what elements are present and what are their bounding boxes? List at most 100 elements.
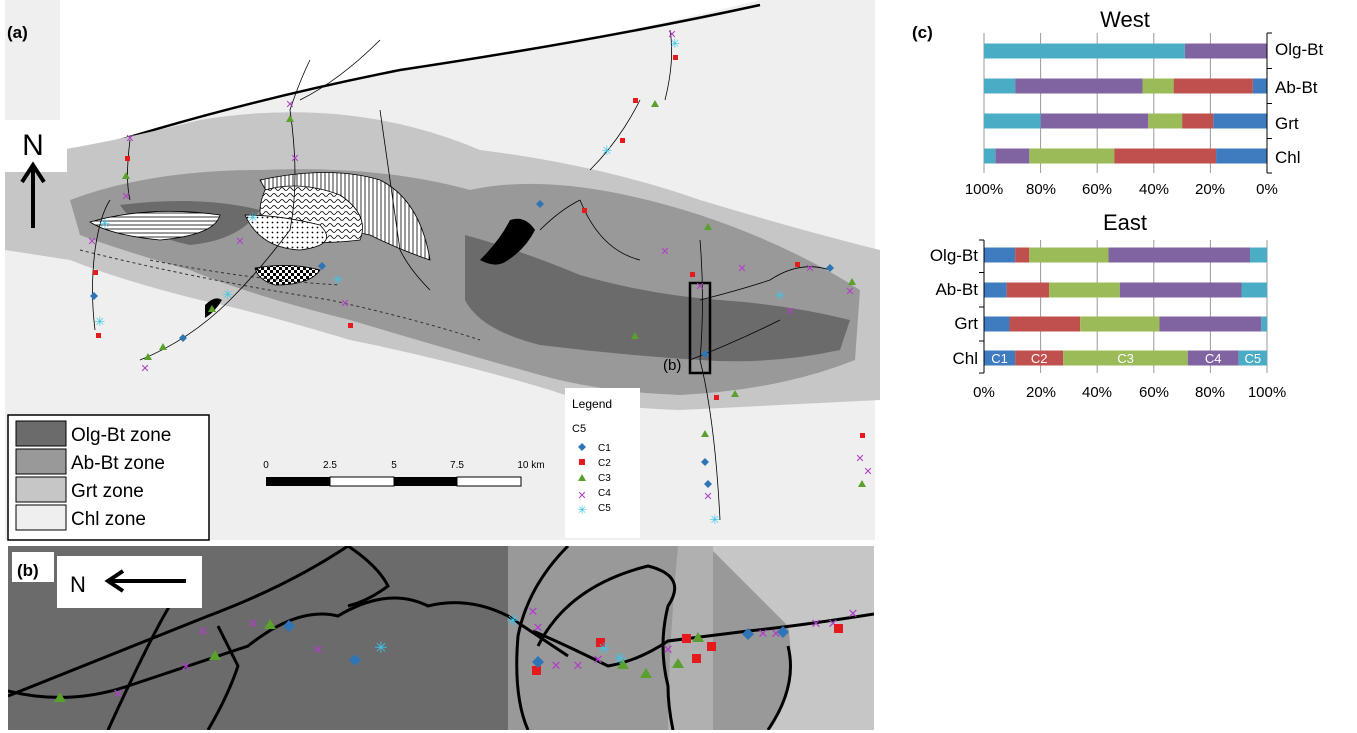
bar-c2-grt (1009, 316, 1081, 332)
inbar-label: C2 (1031, 351, 1048, 366)
bar-c3-chl (1063, 350, 1188, 366)
west-xtick-label: 0% (1256, 181, 1278, 198)
east-xtick-label: 80% (1195, 384, 1225, 401)
bar-c1-chl (984, 350, 1016, 366)
cross-icon: ✕ (577, 490, 586, 502)
chl-swatch (15, 504, 67, 531)
zone-legend: Olg-Bt zone Ab-Bt zone Grt zone Chl zone (7, 414, 210, 541)
square-icon (579, 459, 585, 465)
svg-text:✕: ✕ (140, 363, 149, 375)
east-bars (984, 247, 1267, 366)
svg-text:✕: ✕ (845, 286, 854, 298)
inbar-label: C1 (991, 351, 1008, 366)
bar-c1-ab-bt (984, 282, 1007, 298)
fault-line-2 (149, 259, 341, 286)
bar-c4-olg-bt (1108, 247, 1251, 263)
west-category-label: Ab-Bt (1275, 78, 1318, 97)
bar-c3-olg-bt (1029, 247, 1109, 263)
bar-c2-ab-bt (1173, 78, 1253, 94)
svg-text:✳: ✳ (223, 287, 234, 302)
svg-text:✕: ✕ (248, 616, 259, 631)
east-inbar-labels: C1 C2 C3 C4 C5 (991, 351, 1261, 366)
olg-bt-zone-area (465, 235, 850, 362)
bar-c2-grt (1182, 113, 1214, 129)
inbar-label: C3 (1117, 351, 1134, 366)
svg-text:✕: ✕ (198, 624, 209, 639)
inset-b-box (688, 281, 712, 375)
cluster-legend-label: C1 (598, 443, 611, 454)
cluster-legend: Legend C5 ✕ ✳ C1 C2 C3 C4 C5 (565, 388, 640, 538)
zone-legend-label: Olg-Bt zone (71, 425, 171, 446)
map-panel-a: (b) ✕✕✕ ✕✕✕ ✕✕✕ ✕✕✕ ✕✕✕ ✕✕✕ (5, 0, 880, 541)
svg-text:✕: ✕ (863, 466, 872, 478)
inbar-label: C5 (1245, 351, 1262, 366)
svg-text:✳: ✳ (613, 651, 626, 668)
east-xtick-label: 100% (1248, 384, 1286, 401)
bar-c3-ab-bt (1049, 282, 1120, 298)
lake-east (480, 218, 535, 265)
bar-c3-grt (1148, 113, 1183, 129)
svg-text:✕: ✕ (551, 658, 562, 673)
sample-points: ✕✕✕ ✕✕✕ ✕✕✕ ✕✕✕ ✕✕✕ ✕✕✕ ✳✳ (87, 29, 872, 527)
cluster-legend-label: C4 (598, 488, 611, 499)
bar-c5-grt (984, 113, 1041, 129)
svg-text:✳: ✳ (602, 143, 613, 158)
north-label: N (22, 129, 44, 162)
asterisk-icon: ✳ (577, 503, 587, 517)
svg-text:✕: ✕ (290, 153, 299, 165)
cluster-legend-label: C2 (598, 458, 611, 469)
scale-tick: 2.5 (323, 460, 337, 471)
east-category-label: Grt (954, 314, 978, 333)
panel-c-charts: (c) West Olg-Bt Ab-Bt Grt Chl 100% 80% 6… (912, 7, 1323, 401)
bar-c2-olg-bt (1015, 247, 1030, 263)
bar-c2-chl (1114, 148, 1217, 164)
cluster-legend-label: C5 (598, 503, 611, 514)
svg-text:✕: ✕ (703, 491, 712, 503)
west-category-label: Chl (1275, 148, 1301, 167)
svg-text:✕: ✕ (87, 236, 96, 248)
svg-text:✕: ✕ (811, 616, 822, 631)
formation-hatch-h (89, 210, 221, 241)
east-category-label: Chl (952, 349, 978, 368)
panel-a-label: (a) (7, 23, 28, 42)
svg-text:✳: ✳ (100, 216, 111, 231)
west-xtick-label: 60% (1082, 181, 1112, 198)
svg-text:✕: ✕ (758, 626, 769, 641)
map-panel-b: ✕✕✕ ✕✕✕ ✕✕ ✕ ✕✕✕ ✕✕ ✕ ✕ ✳✳✳ ✳ (b) N (8, 546, 874, 730)
bar-c1-olg-bt (984, 247, 1016, 263)
fault-line (79, 249, 481, 341)
bar-c4-chl (995, 148, 1030, 164)
svg-text:✳: ✳ (670, 36, 681, 51)
svg-text:✳: ✳ (597, 641, 610, 658)
west-category-label: Olg-Bt (1275, 40, 1323, 59)
east-xtick-label: 20% (1026, 384, 1056, 401)
svg-text:✕: ✕ (125, 133, 134, 145)
svg-text:✕: ✕ (667, 29, 676, 41)
bar-c4-ab-bt (1015, 78, 1143, 94)
bar-c5-chl (984, 148, 996, 164)
bar-c4-ab-bt (1119, 282, 1242, 298)
west-chart-title: West (1100, 7, 1150, 32)
bar-c1-grt (984, 316, 1010, 332)
inbar-label: C4 (1205, 351, 1222, 366)
bar-c1-chl (1216, 148, 1267, 164)
bar-c4-chl (1187, 350, 1239, 366)
diamond-icon (578, 443, 586, 451)
bar-c2-ab-bt (1006, 282, 1050, 298)
inset-b-label: (b) (663, 357, 681, 374)
east-chart-title: East (1103, 210, 1147, 235)
west-category-label: Grt (1275, 114, 1299, 133)
svg-text:✕: ✕ (313, 642, 324, 657)
svg-text:✕: ✕ (285, 99, 294, 111)
bar-c5-chl (1238, 350, 1267, 366)
inset-sample-points: ✕✕✕ ✕✕✕ ✕✕ ✕ ✕✕✕ ✕✕ ✕ ✕ ✳✳✳ ✳ (54, 604, 858, 702)
svg-text:✕: ✕ (695, 281, 704, 293)
coastline (119, 3, 761, 142)
svg-text:✳: ✳ (506, 613, 519, 630)
bar-c4-grt (1159, 316, 1262, 332)
north-label-b: N (70, 572, 86, 597)
bar-c1-grt (1213, 113, 1267, 129)
bar-c5-grt (1261, 316, 1267, 332)
svg-text:✳: ✳ (775, 288, 786, 303)
bar-c2-chl (1015, 350, 1064, 366)
